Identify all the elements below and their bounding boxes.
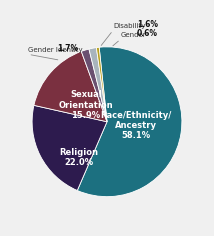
Text: 1.6%: 1.6% xyxy=(137,20,158,29)
Text: Race/Ethnicity/
Ancestry
58.1%: Race/Ethnicity/ Ancestry 58.1% xyxy=(100,111,171,140)
Wedge shape xyxy=(96,47,107,122)
Wedge shape xyxy=(34,51,107,122)
Text: Gender: Gender xyxy=(120,32,146,38)
Text: Disability: Disability xyxy=(113,23,145,29)
Text: Sexual
Orientation
15.9%: Sexual Orientation 15.9% xyxy=(59,90,113,120)
Text: 1.7%: 1.7% xyxy=(57,44,78,53)
Text: Gender Identity: Gender Identity xyxy=(28,47,83,53)
Text: 0.6%: 0.6% xyxy=(137,29,158,38)
Wedge shape xyxy=(89,48,107,122)
Text: Religion
22.0%: Religion 22.0% xyxy=(59,148,98,167)
Wedge shape xyxy=(32,105,107,190)
Wedge shape xyxy=(77,47,182,197)
Wedge shape xyxy=(81,49,107,122)
